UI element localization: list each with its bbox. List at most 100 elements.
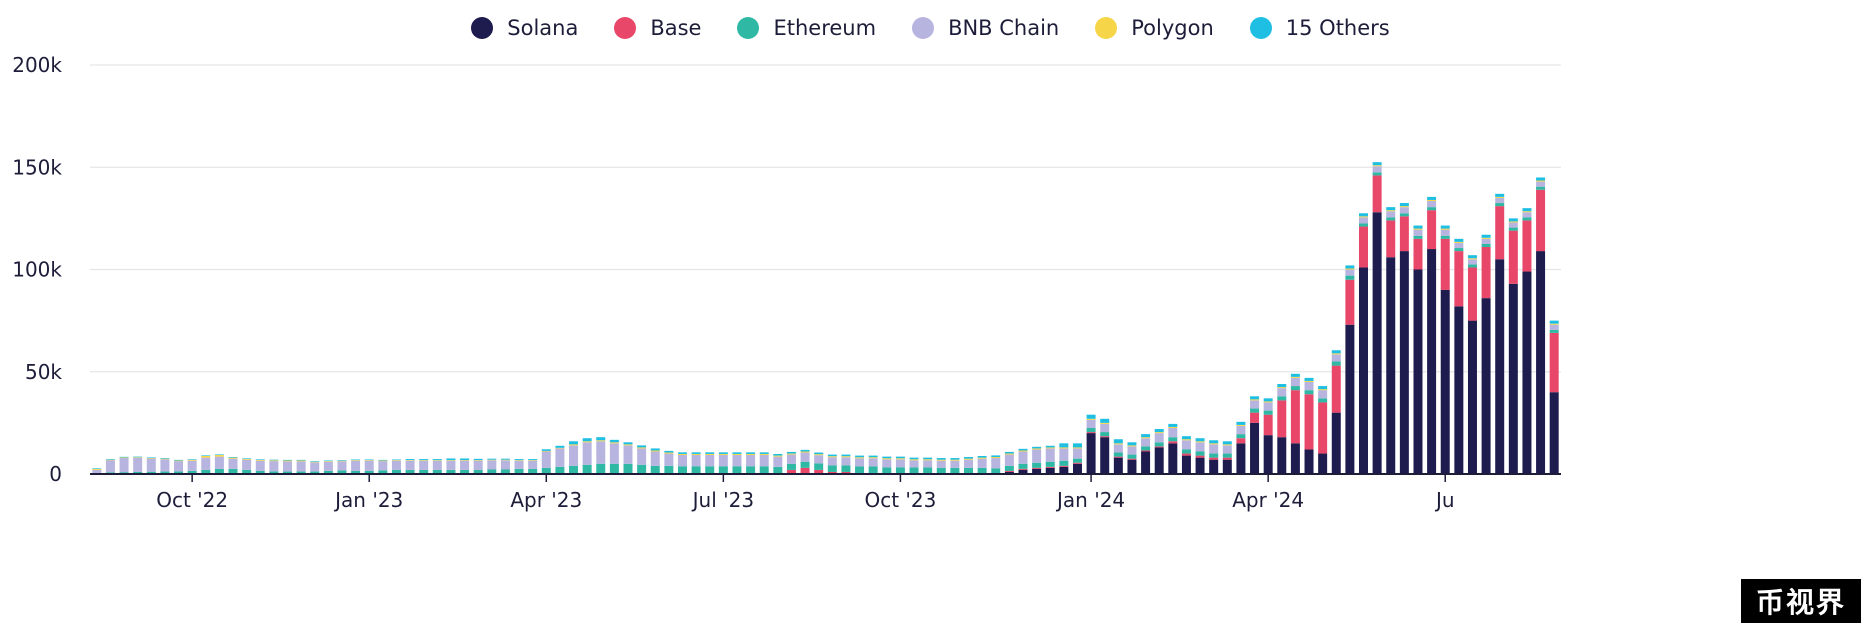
bar-segment-15-others[interactable] (351, 459, 361, 461)
bar-segment-15-others[interactable] (773, 453, 783, 456)
bar-segment-15-others[interactable] (977, 456, 987, 458)
bar-segment-polygon[interactable] (146, 458, 156, 459)
bar-segment-bnb-chain[interactable] (1209, 444, 1219, 454)
bar-segment-ethereum[interactable] (1018, 463, 1028, 469)
bar-segment-15-others[interactable] (582, 438, 592, 442)
bar-stack[interactable] (105, 459, 115, 474)
bar-stack[interactable] (487, 458, 497, 474)
bar-segment-bnb-chain[interactable] (1236, 425, 1246, 435)
bar-segment-ethereum[interactable] (773, 466, 783, 474)
bar-stack[interactable] (855, 455, 865, 474)
bar-segment-solana[interactable] (1181, 455, 1191, 474)
bar-segment-solana[interactable] (1113, 457, 1123, 474)
bar-stack[interactable] (1004, 451, 1014, 474)
bar-segment-polygon[interactable] (800, 451, 810, 453)
bar-segment-15-others[interactable] (1522, 208, 1532, 212)
bar-segment-15-others[interactable] (1536, 177, 1546, 181)
bar-segment-15-others[interactable] (1168, 423, 1178, 427)
bar-segment-bnb-chain[interactable] (555, 448, 565, 467)
bar-segment-ethereum[interactable] (964, 467, 974, 474)
bar-segment-15-others[interactable] (705, 452, 715, 454)
bar-segment-bnb-chain[interactable] (923, 460, 933, 468)
bar-segment-polygon[interactable] (841, 456, 851, 458)
bar-stack[interactable] (351, 459, 361, 474)
bar-segment-ethereum[interactable] (664, 465, 674, 474)
bar-stack[interactable] (1399, 203, 1409, 474)
bar-segment-polygon[interactable] (296, 460, 306, 462)
bar-segment-solana[interactable] (1127, 459, 1137, 474)
bar-segment-15-others[interactable] (1154, 429, 1164, 433)
bar-segment-solana[interactable] (1304, 449, 1314, 474)
bar-segment-polygon[interactable] (255, 459, 265, 461)
bar-segment-bnb-chain[interactable] (1508, 222, 1518, 228)
bar-segment-ethereum[interactable] (759, 466, 769, 474)
bar-stack[interactable] (1059, 443, 1069, 474)
bar-segment-solana[interactable] (1209, 459, 1219, 474)
bar-stack[interactable] (609, 439, 619, 474)
bar-segment-polygon[interactable] (1467, 258, 1477, 260)
bar-segment-bnb-chain[interactable] (269, 461, 279, 472)
bar-segment-15-others[interactable] (364, 459, 374, 461)
bar-segment-bnb-chain[interactable] (1536, 181, 1546, 187)
bar-segment-bnb-chain[interactable] (909, 460, 919, 468)
bar-segment-polygon[interactable] (1304, 380, 1314, 382)
bar-segment-polygon[interactable] (1399, 206, 1409, 208)
bar-segment-polygon[interactable] (1508, 221, 1518, 223)
bar-segment-polygon[interactable] (528, 460, 538, 461)
bar-segment-polygon[interactable] (310, 461, 320, 463)
bar-segment-15-others[interactable] (187, 459, 197, 460)
bar-segment-polygon[interactable] (705, 453, 715, 455)
bar-segment-polygon[interactable] (1331, 353, 1341, 355)
bar-segment-solana[interactable] (1440, 289, 1450, 474)
bar-segment-ethereum[interactable] (283, 471, 292, 474)
bar-stack[interactable] (759, 452, 769, 474)
bar-segment-ethereum[interactable] (201, 469, 211, 474)
bar-segment-ethereum[interactable] (732, 466, 742, 474)
bar-segment-polygon[interactable] (1290, 376, 1300, 378)
bar-stack[interactable] (1331, 350, 1341, 474)
bar-segment-polygon[interactable] (1549, 323, 1559, 325)
bar-segment-15-others[interactable] (1290, 373, 1300, 377)
bar-segment-solana[interactable] (1522, 271, 1532, 474)
bar-segment-bnb-chain[interactable] (677, 454, 687, 467)
bar-segment-bnb-chain[interactable] (1372, 166, 1382, 173)
bar-segment-solana[interactable] (1222, 459, 1232, 474)
bar-segment-bnb-chain[interactable] (1059, 448, 1069, 461)
bar-segment-bnb-chain[interactable] (1018, 451, 1028, 464)
bar-segment-polygon[interactable] (623, 444, 633, 446)
bar-segment-bnb-chain[interactable] (92, 469, 102, 473)
bar-segment-15-others[interactable] (1304, 377, 1314, 381)
bar-segment-ethereum[interactable] (609, 463, 619, 474)
bar-segment-solana[interactable] (1072, 463, 1082, 474)
bar-segment-bnb-chain[interactable] (1467, 259, 1477, 265)
bar-segment-base[interactable] (827, 471, 837, 474)
bar-stack[interactable] (242, 458, 252, 474)
bar-segment-bnb-chain[interactable] (1154, 433, 1164, 443)
bar-stack[interactable] (882, 456, 892, 474)
bar-segment-bnb-chain[interactable] (637, 448, 647, 465)
bar-segment-ethereum[interactable] (868, 466, 878, 473)
bar-stack[interactable] (718, 452, 728, 474)
bar-segment-bnb-chain[interactable] (391, 460, 401, 470)
bar-segment-bnb-chain[interactable] (487, 460, 497, 470)
bar-segment-bnb-chain[interactable] (1181, 440, 1191, 450)
bar-segment-solana[interactable] (1372, 212, 1382, 475)
bar-segment-bnb-chain[interactable] (746, 454, 756, 467)
bar-segment-15-others[interactable] (255, 459, 265, 460)
bar-segment-ethereum[interactable] (841, 465, 851, 472)
bar-segment-ethereum[interactable] (378, 470, 388, 474)
bar-stack[interactable] (1018, 448, 1028, 474)
bar-segment-bnb-chain[interactable] (351, 460, 361, 471)
bar-segment-ethereum[interactable] (1372, 172, 1382, 176)
bar-stack[interactable] (1318, 386, 1328, 474)
bar-segment-bnb-chain[interactable] (650, 451, 660, 466)
bar-segment-base[interactable] (1277, 400, 1287, 438)
bar-segment-bnb-chain[interactable] (582, 442, 592, 465)
bar-segment-ethereum[interactable] (514, 468, 524, 474)
bar-segment-ethereum[interactable] (746, 466, 756, 474)
bar-segment-base[interactable] (841, 471, 851, 474)
bar-segment-ethereum[interactable] (214, 468, 224, 474)
bar-stack[interactable] (1481, 234, 1491, 474)
bar-segment-polygon[interactable] (759, 453, 769, 455)
bar-segment-bnb-chain[interactable] (1195, 442, 1205, 452)
